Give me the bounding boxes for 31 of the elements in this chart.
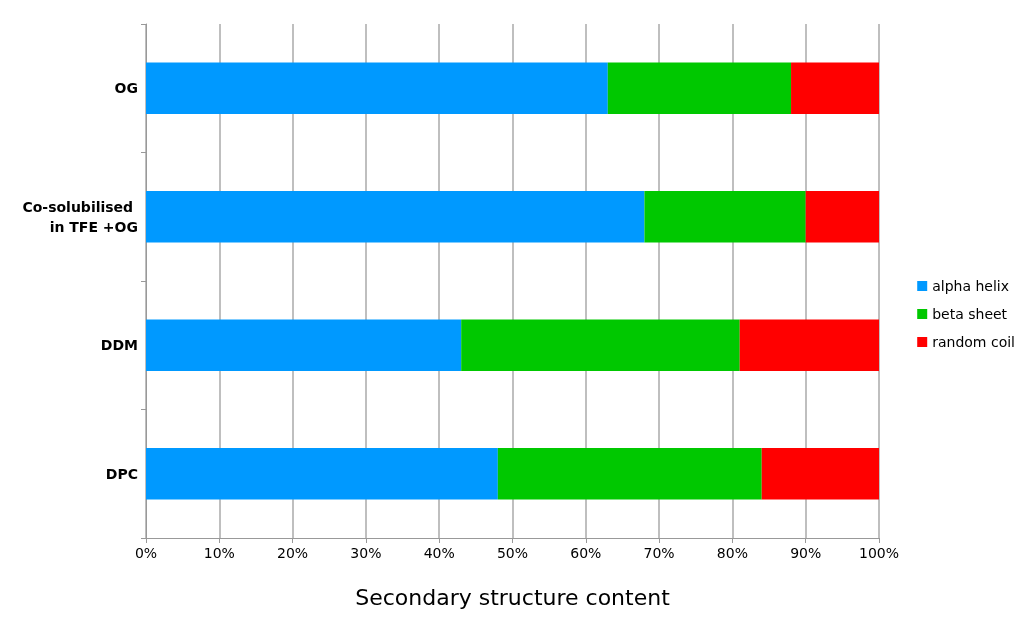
y-tick-label: OG — [114, 80, 138, 97]
x-tick-label: 0% — [134, 545, 158, 561]
bar — [644, 191, 806, 243]
bar — [791, 62, 879, 114]
x-tick-label: 90% — [790, 545, 822, 561]
bar — [497, 448, 762, 500]
x-tick-label: 60% — [570, 545, 602, 561]
legend-label: random coil — [932, 334, 1016, 350]
x-tick-label: 20% — [277, 545, 309, 561]
x-tick-label: 80% — [716, 545, 748, 561]
bar — [146, 448, 498, 500]
legend-label: alpha helix — [932, 278, 1010, 294]
y-tick-label: DDM — [100, 337, 138, 354]
y-tick-label: Co-solubilised in TFE +OG — [22, 198, 138, 235]
legend-label: beta sheet — [932, 306, 1008, 322]
x-tick-label: 50% — [496, 545, 529, 561]
bar — [607, 62, 792, 114]
bar — [461, 319, 740, 371]
x-tick-label: 30% — [350, 545, 382, 561]
bar — [761, 448, 879, 500]
x-tick-label: 40% — [423, 545, 455, 561]
bar — [146, 191, 645, 243]
x-tick-label: 10% — [203, 545, 235, 561]
bar — [739, 319, 879, 371]
x-tick-label: 70% — [643, 545, 675, 561]
bar — [805, 191, 879, 243]
x-tick-label: 100% — [858, 545, 900, 561]
x-axis-title: Secondary structure content — [355, 584, 671, 610]
bar — [146, 319, 462, 371]
y-tick-label: DPC — [105, 465, 138, 482]
bar — [146, 62, 608, 114]
